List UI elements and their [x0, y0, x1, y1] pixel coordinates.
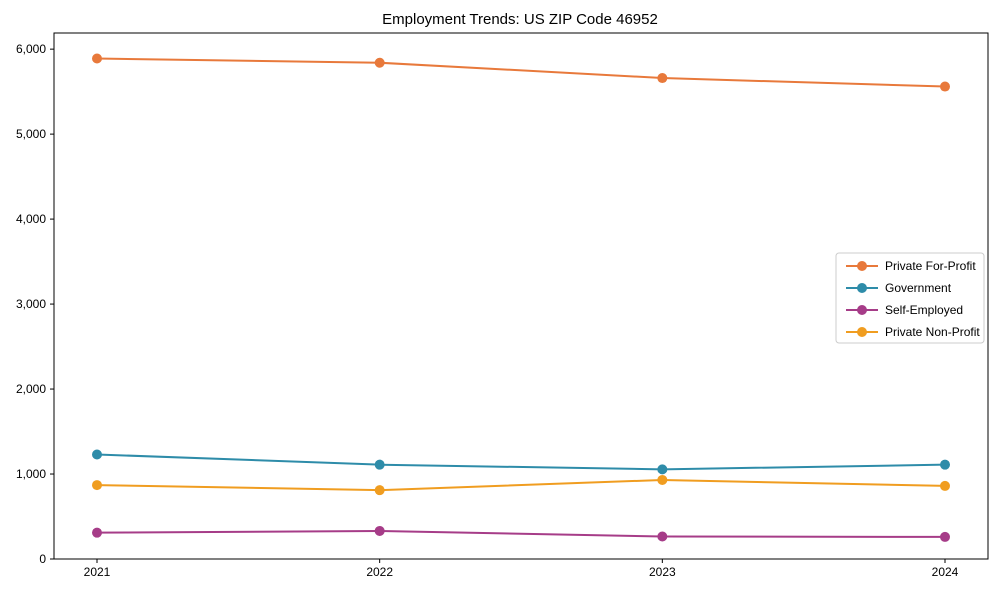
- x-tick-label-2024: 2024: [932, 565, 959, 579]
- data-point-private-non-profit-2023: [657, 474, 668, 485]
- data-point-self-employed-2022: [374, 525, 385, 536]
- data-point-private-for-profit-2024: [940, 81, 950, 92]
- y-tick-label: 6,000: [16, 42, 46, 56]
- series-line-private-for-profit: [96, 57, 946, 88]
- data-point-private-non-profit-2024: [940, 480, 950, 491]
- series-line-private-non-profit: [96, 478, 946, 492]
- legend-marker-dot-private-for-profit: [857, 261, 867, 271]
- data-point-self-employed-2024: [940, 531, 950, 542]
- legend-marker-dot-government: [857, 283, 867, 293]
- data-point-private-non-profit-2021: [92, 480, 102, 491]
- y-tick-label: 3,000: [16, 297, 46, 311]
- data-point-private-for-profit-2023: [657, 73, 668, 84]
- legend: Private For-Profit Government Self-Employe…: [835, 252, 985, 344]
- legend-label-self-employed: Self-Employed: [885, 303, 963, 317]
- x-tick-label-2022: 2022: [366, 565, 393, 579]
- y-tick-label: 0: [39, 552, 46, 566]
- data-point-government-2023: [657, 464, 668, 475]
- x-tick-label-2023: 2023: [649, 565, 676, 579]
- legend-label-private-non-profit: Private Non-Profit: [885, 325, 980, 339]
- y-tick-label: 2,000: [16, 382, 46, 396]
- plot-frame: [53, 32, 989, 560]
- data-point-self-employed-2023: [657, 531, 668, 542]
- data-point-private-for-profit-2022: [374, 57, 385, 68]
- chart-title: Employment Trends: US ZIP Code 46952: [382, 11, 658, 28]
- y-tick-label: 1,000: [16, 467, 46, 481]
- data-point-government-2024: [940, 459, 950, 470]
- x-tick-label-2021: 2021: [84, 565, 111, 579]
- plot-area: 0 1,000 2,000 3,000 4,000 5,000 6,000 2021 2022 2…: [16, 32, 989, 579]
- series-layer: [92, 53, 950, 542]
- series-line-self-employed: [96, 529, 946, 538]
- legend-box: [835, 252, 985, 344]
- legend-marker-dot-self-employed: [857, 305, 867, 315]
- series-line-government: [96, 453, 946, 471]
- y-tick-label: 5,000: [16, 127, 46, 141]
- data-point-government-2022: [374, 459, 385, 470]
- data-point-private-for-profit-2021: [92, 53, 102, 64]
- data-point-self-employed-2021: [92, 527, 102, 538]
- y-tick-label: 4,000: [16, 212, 46, 226]
- data-point-government-2021: [92, 449, 102, 460]
- legend-label-private-for-profit: Private For-Profit: [885, 259, 976, 273]
- data-point-private-non-profit-2022: [374, 485, 385, 496]
- legend-label-government: Government: [885, 281, 952, 295]
- legend-marker-dot-private-non-profit: [857, 327, 867, 337]
